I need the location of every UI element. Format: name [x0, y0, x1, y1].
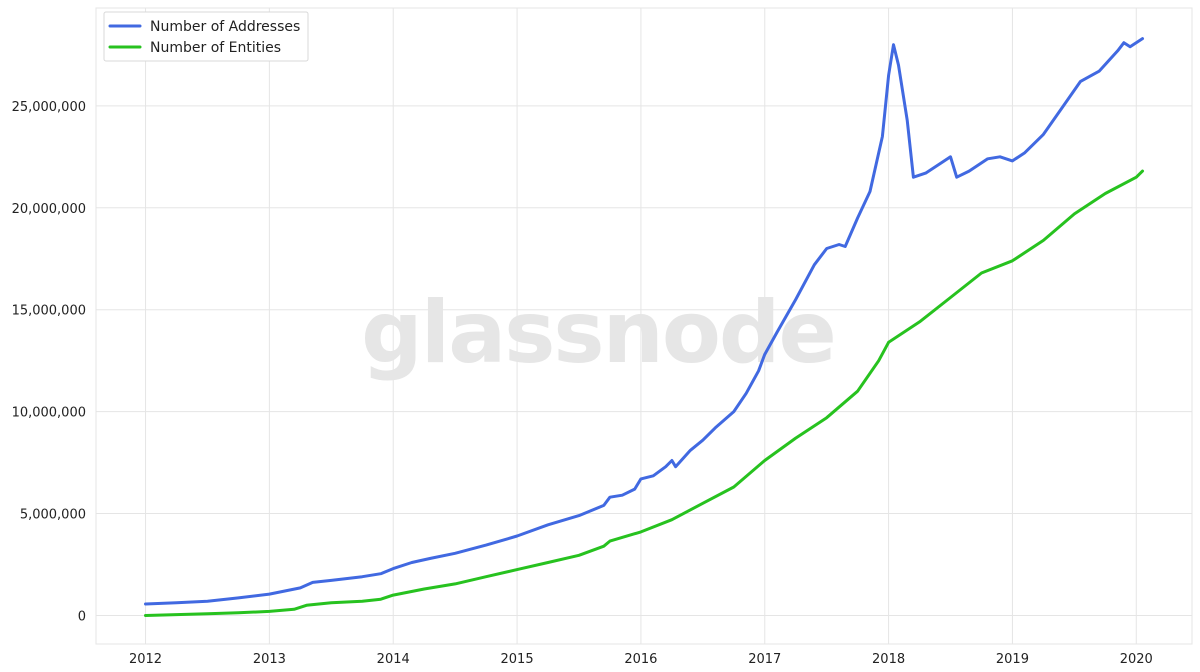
x-tick-label: 2012: [129, 652, 162, 667]
x-tick-label: 2013: [253, 652, 286, 667]
legend: Number of Addresses Number of Entities: [103, 11, 309, 62]
watermark: glassnode: [361, 283, 835, 383]
y-tick-label: 5,000,000: [20, 508, 86, 523]
x-tick-label: 2017: [748, 652, 781, 667]
y-tick-label: 0: [78, 609, 86, 624]
y-tick-label: 15,000,000: [12, 304, 86, 319]
x-tick-label: 2019: [996, 652, 1029, 667]
x-tick-label: 2016: [624, 652, 657, 667]
legend-box: [103, 11, 309, 62]
legend-label-number-of-addresses: Number of Addresses: [150, 19, 300, 35]
plot-background: [96, 8, 1192, 644]
plot-frame: [95, 7, 1193, 645]
x-gridlines: [145, 8, 1137, 644]
x-tick-label: 2018: [872, 652, 905, 667]
x-tick-label: 2014: [377, 652, 410, 667]
y-tick-label: 10,000,000: [12, 406, 86, 421]
series-line-number-of-addresses: [144, 37, 1144, 606]
legend-label-number-of-entities: Number of Entities: [150, 40, 281, 56]
x-tick-label: 2020: [1120, 652, 1153, 667]
y-gridlines: [96, 105, 1192, 616]
x-tick-labels: 2012 2013 2014 2015 2016 2017 2018 2019 2020: [129, 652, 1153, 667]
y-tick-label: 25,000,000: [12, 100, 86, 115]
y-tick-label: 20,000,000: [12, 202, 86, 217]
series-layer: [144, 37, 1144, 617]
x-tick-label: 2015: [501, 652, 534, 667]
series-line-number-of-entities: [144, 169, 1144, 617]
y-tick-labels: 0 5,000,000 10,000,000 15,000,000 20,000,000…: [12, 100, 86, 625]
